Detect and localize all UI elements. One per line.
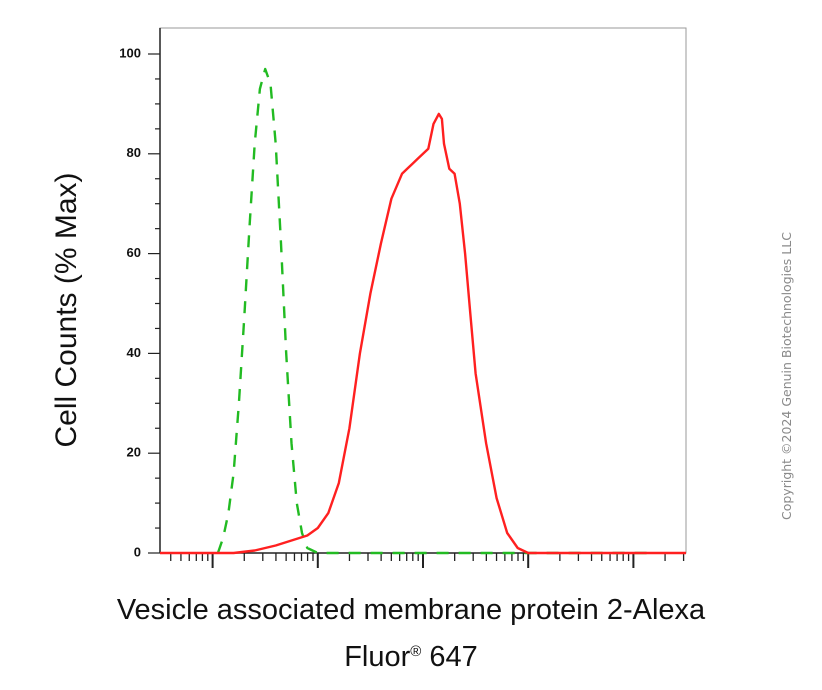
y-tick-label: 0 [134,544,141,559]
y-tick-label: 100 [119,45,141,60]
plot-border [159,27,687,554]
x-axis-label-line1: Vesicle associated membrane protein 2-Al… [116,594,706,626]
y-tick-label: 60 [127,245,141,260]
registered-mark: ® [410,643,422,660]
sample-histogram-line [160,112,686,555]
y-tick-label: 20 [127,445,141,460]
copyright-watermark: Copyright ©2024 Genuin Biotechnologies L… [779,232,794,520]
x-axis [170,553,685,568]
x-axis-label-line2: Fluor® 647 [0,633,822,676]
plot-frame [159,27,687,554]
y-axis-label: Cell Counts (% Max) [50,172,83,447]
control-histogram-line [216,67,655,555]
x-axis-label-fluor: Fluor [344,641,411,673]
x-axis-label-channel: 647 [421,641,478,673]
y-axis: 0 20 40 60 80 100 [119,45,160,559]
y-tick-label: 80 [127,145,141,160]
y-tick-label: 40 [127,345,141,360]
series-layer [160,67,686,555]
